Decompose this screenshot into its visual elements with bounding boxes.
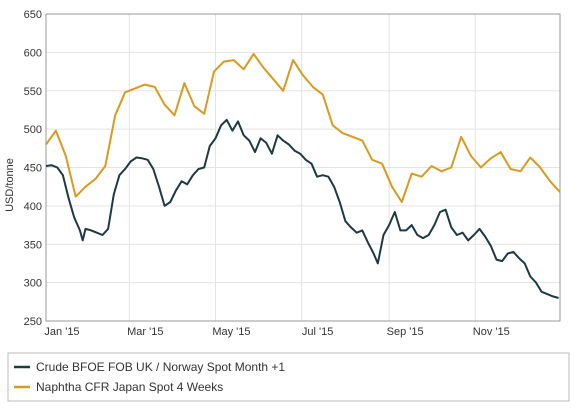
x-tick-label: Jan '15 xyxy=(44,326,79,338)
legend-label-naphtha: Naphtha CFR Japan Spot 4 Weeks xyxy=(36,380,223,394)
y-tick-label: 400 xyxy=(24,201,42,213)
series-line-naphtha xyxy=(45,52,561,203)
series-lines xyxy=(45,52,561,299)
y-axis-label: USD/tonne xyxy=(4,158,16,212)
x-tick-labels: Jan '15 Mar '15 May '15 Jul '15 Sep '15 Nov '… xyxy=(44,326,509,338)
series-line-crude xyxy=(45,118,559,299)
x-tick-label: Sep '15 xyxy=(387,326,424,338)
legend-box xyxy=(7,352,570,402)
x-tick-label: Jul '15 xyxy=(302,326,333,338)
y-tick-label: 500 xyxy=(24,124,42,136)
x-tick-label: May '15 xyxy=(212,326,250,338)
y-tick-label: 650 xyxy=(24,9,42,21)
y-tick-labels: 250 300 350 400 450 500 550 600 650 xyxy=(24,9,42,328)
y-tick-label: 300 xyxy=(24,278,42,290)
legend-label-crude: Crude BFOE FOB UK / Norway Spot Month +1 xyxy=(36,360,285,374)
plot-frame xyxy=(45,13,561,322)
y-tick-label: 350 xyxy=(24,239,42,251)
y-tick-label: 550 xyxy=(24,86,42,98)
y-tick-label: 250 xyxy=(24,316,42,328)
y-tick-label: 600 xyxy=(24,47,42,59)
x-tick-label: Nov '15 xyxy=(473,326,510,338)
x-tick-label: Mar '15 xyxy=(127,326,163,338)
y-tick-label: 450 xyxy=(24,163,42,175)
